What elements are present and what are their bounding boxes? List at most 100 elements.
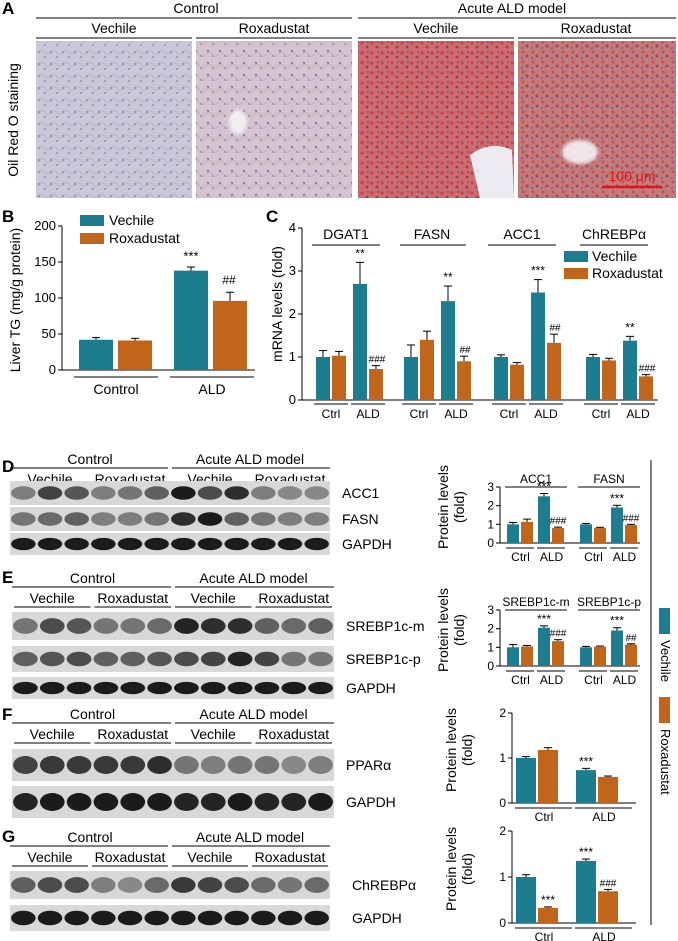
bar-roxadustat	[625, 525, 637, 543]
blot-band	[13, 793, 38, 811]
blot-band	[37, 486, 63, 500]
bar-roxadustat	[552, 528, 564, 543]
significance-mark: ###	[623, 513, 640, 524]
micrograph-ald-roxadustat	[518, 41, 676, 198]
blot-band	[227, 651, 253, 667]
western-blots: D E F G Control Acute ALD model Vechile Rox…	[2, 451, 425, 931]
blot-treatment-label: Vechile	[30, 590, 75, 606]
significance-mark: ###	[600, 878, 617, 889]
blot-band	[144, 486, 169, 500]
blot-band	[224, 877, 249, 893]
blot-strip	[10, 533, 330, 555]
blot-group-label: Control	[67, 451, 112, 467]
bar-vechile	[580, 524, 592, 543]
bar-roxadustat	[510, 364, 524, 400]
blot-band	[224, 537, 249, 551]
bar-roxadustat	[538, 749, 558, 803]
blot-treatment-label: Vechile	[191, 590, 236, 606]
x-category-label: Ctrl	[584, 550, 603, 564]
bar-roxadustat	[213, 300, 247, 370]
blot-band-label: SREBP1c-m	[346, 618, 425, 634]
blot-band	[171, 877, 196, 893]
blot-band	[66, 681, 92, 695]
gene-label: FASN	[414, 226, 451, 242]
panel-letter-d: D	[2, 457, 14, 476]
y-tick-label: 0	[487, 536, 494, 550]
blot-band	[251, 910, 276, 926]
panel-letter-b: B	[2, 207, 14, 226]
side-legend-swatch-vechile	[659, 608, 670, 634]
blot-band	[64, 910, 89, 926]
bar-vechile	[353, 283, 367, 400]
blot-group-label: Control	[70, 570, 115, 586]
significance-mark: ###	[550, 629, 567, 640]
x-category-label: Ctrl	[592, 407, 611, 421]
blot-band	[147, 756, 172, 774]
protein-ylabel: (fold)	[451, 614, 467, 646]
panel-b-ylabel: Liver TG (mg/g protein)	[7, 228, 23, 372]
blot-band	[174, 793, 199, 811]
protein-ylabel: Protein levels	[443, 827, 459, 911]
side-legend-label-vechile: Vechile	[658, 640, 673, 682]
blot-band	[91, 537, 116, 551]
blot-treatment-label: Vechile	[27, 849, 72, 865]
gene-label: DGAT1	[323, 226, 369, 242]
x-category-label: ALD	[592, 930, 616, 941]
bar-roxadustat	[457, 361, 471, 400]
x-category-label: ALD	[613, 673, 637, 687]
x-category-label: ALD	[626, 407, 650, 421]
panel-letter-e: E	[2, 568, 13, 587]
blot-band	[13, 618, 38, 634]
y-tick-label: 0	[289, 392, 296, 407]
blot-band	[147, 793, 172, 811]
bar-vechile	[516, 758, 536, 803]
protein-ylabel: (fold)	[459, 853, 475, 885]
bar-vechile	[538, 627, 550, 666]
x-category-label: ALD	[540, 550, 564, 564]
gene-label: ChREBPα	[582, 226, 646, 242]
x-category-label: ALD	[356, 407, 380, 421]
y-tick-label: 150	[34, 254, 56, 269]
blot-band	[304, 877, 329, 893]
blot-band	[144, 877, 169, 893]
x-category-label: Ctrl	[322, 407, 341, 421]
significance-mark: ##	[625, 633, 637, 644]
blot-band	[117, 877, 143, 893]
blot-band	[308, 793, 333, 811]
blot-band	[281, 756, 307, 774]
blot-band	[37, 512, 63, 526]
chart-e: 0 1 2 3 Protein levels (fold) SREBP1c-m Ctrl ALD…	[435, 588, 641, 687]
blot-band	[308, 651, 333, 667]
blot-band	[13, 651, 38, 667]
y-tick-label: 2	[499, 706, 506, 720]
legend-swatch-vechile	[564, 251, 588, 262]
blot-band	[147, 651, 172, 667]
blot-band	[144, 512, 169, 526]
blot-band-label: PPARα	[346, 757, 391, 773]
blot-band-label: SREBP1c-p	[346, 651, 421, 667]
blot-band	[174, 651, 199, 667]
blot-band	[200, 793, 226, 811]
treatment-label: Roxadustat	[239, 20, 310, 36]
bar-vechile	[576, 860, 596, 923]
treatment-label: Roxadustat	[561, 20, 632, 36]
bar-vechile	[174, 270, 208, 370]
row-label-oil-red: Oil Red O staining	[5, 63, 21, 177]
blot-group-label: Acute ALD model	[196, 829, 304, 845]
blot-strip	[10, 507, 330, 531]
bar-vechile	[507, 524, 519, 543]
blot-band	[11, 877, 36, 893]
blot-treatment-label: Roxadustat	[258, 590, 329, 606]
blot-band	[304, 537, 329, 551]
significance-mark: **	[625, 320, 635, 334]
bar-roxadustat	[598, 891, 618, 923]
blot-band	[251, 537, 276, 551]
bar-vechile	[586, 357, 600, 400]
y-tick-label: 3	[487, 480, 494, 494]
y-tick-label: 1	[499, 870, 506, 884]
panel-letter-f: F	[2, 705, 12, 724]
blot-band	[174, 681, 199, 695]
blot-band	[224, 910, 249, 926]
y-tick-label: 2	[487, 499, 494, 513]
protein-ylabel: Protein levels	[435, 588, 451, 672]
